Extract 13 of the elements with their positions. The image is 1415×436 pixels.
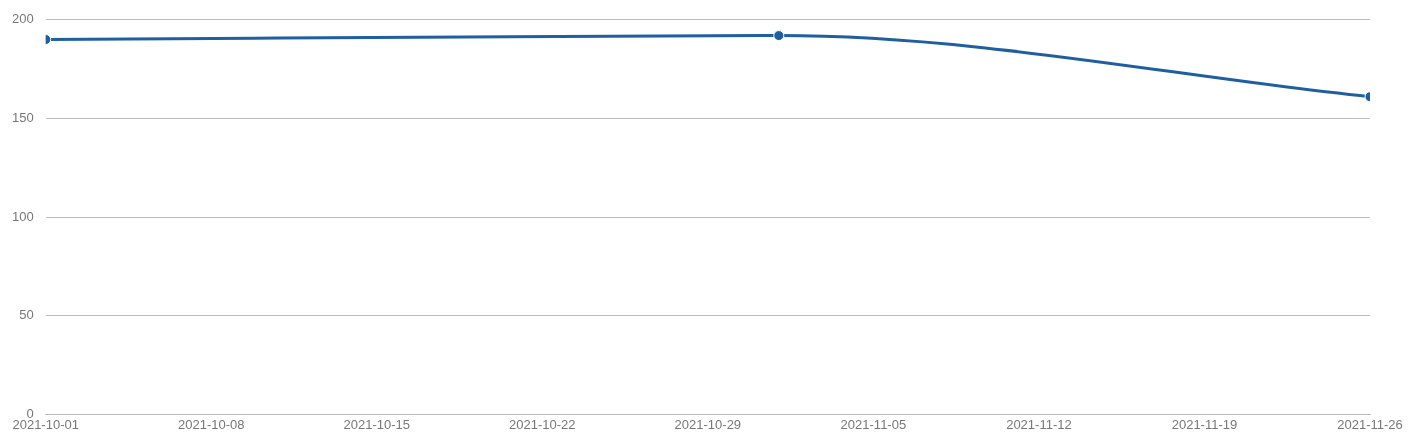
x-tick-label: 2021-10-22: [509, 416, 576, 432]
x-tick-label: 2021-10-15: [343, 416, 411, 432]
x-tick-label: 2021-11-19: [1171, 416, 1238, 432]
y-tick-label: 50: [19, 307, 34, 323]
x-tick-label: 2021-11-12: [1006, 416, 1072, 432]
x-tick-label: 2021-11-26: [1337, 416, 1403, 432]
x-tick-label: 2021-10-29: [674, 416, 742, 432]
x-tick-label: 2021-11-05: [840, 416, 907, 432]
y-tick-label: 100: [11, 208, 34, 224]
y-tick-label: 0: [26, 405, 34, 421]
y-tick-label: 150: [11, 110, 34, 126]
y-tick-label: 200: [11, 11, 34, 27]
x-tick-label: 2021-10-08: [177, 416, 245, 432]
